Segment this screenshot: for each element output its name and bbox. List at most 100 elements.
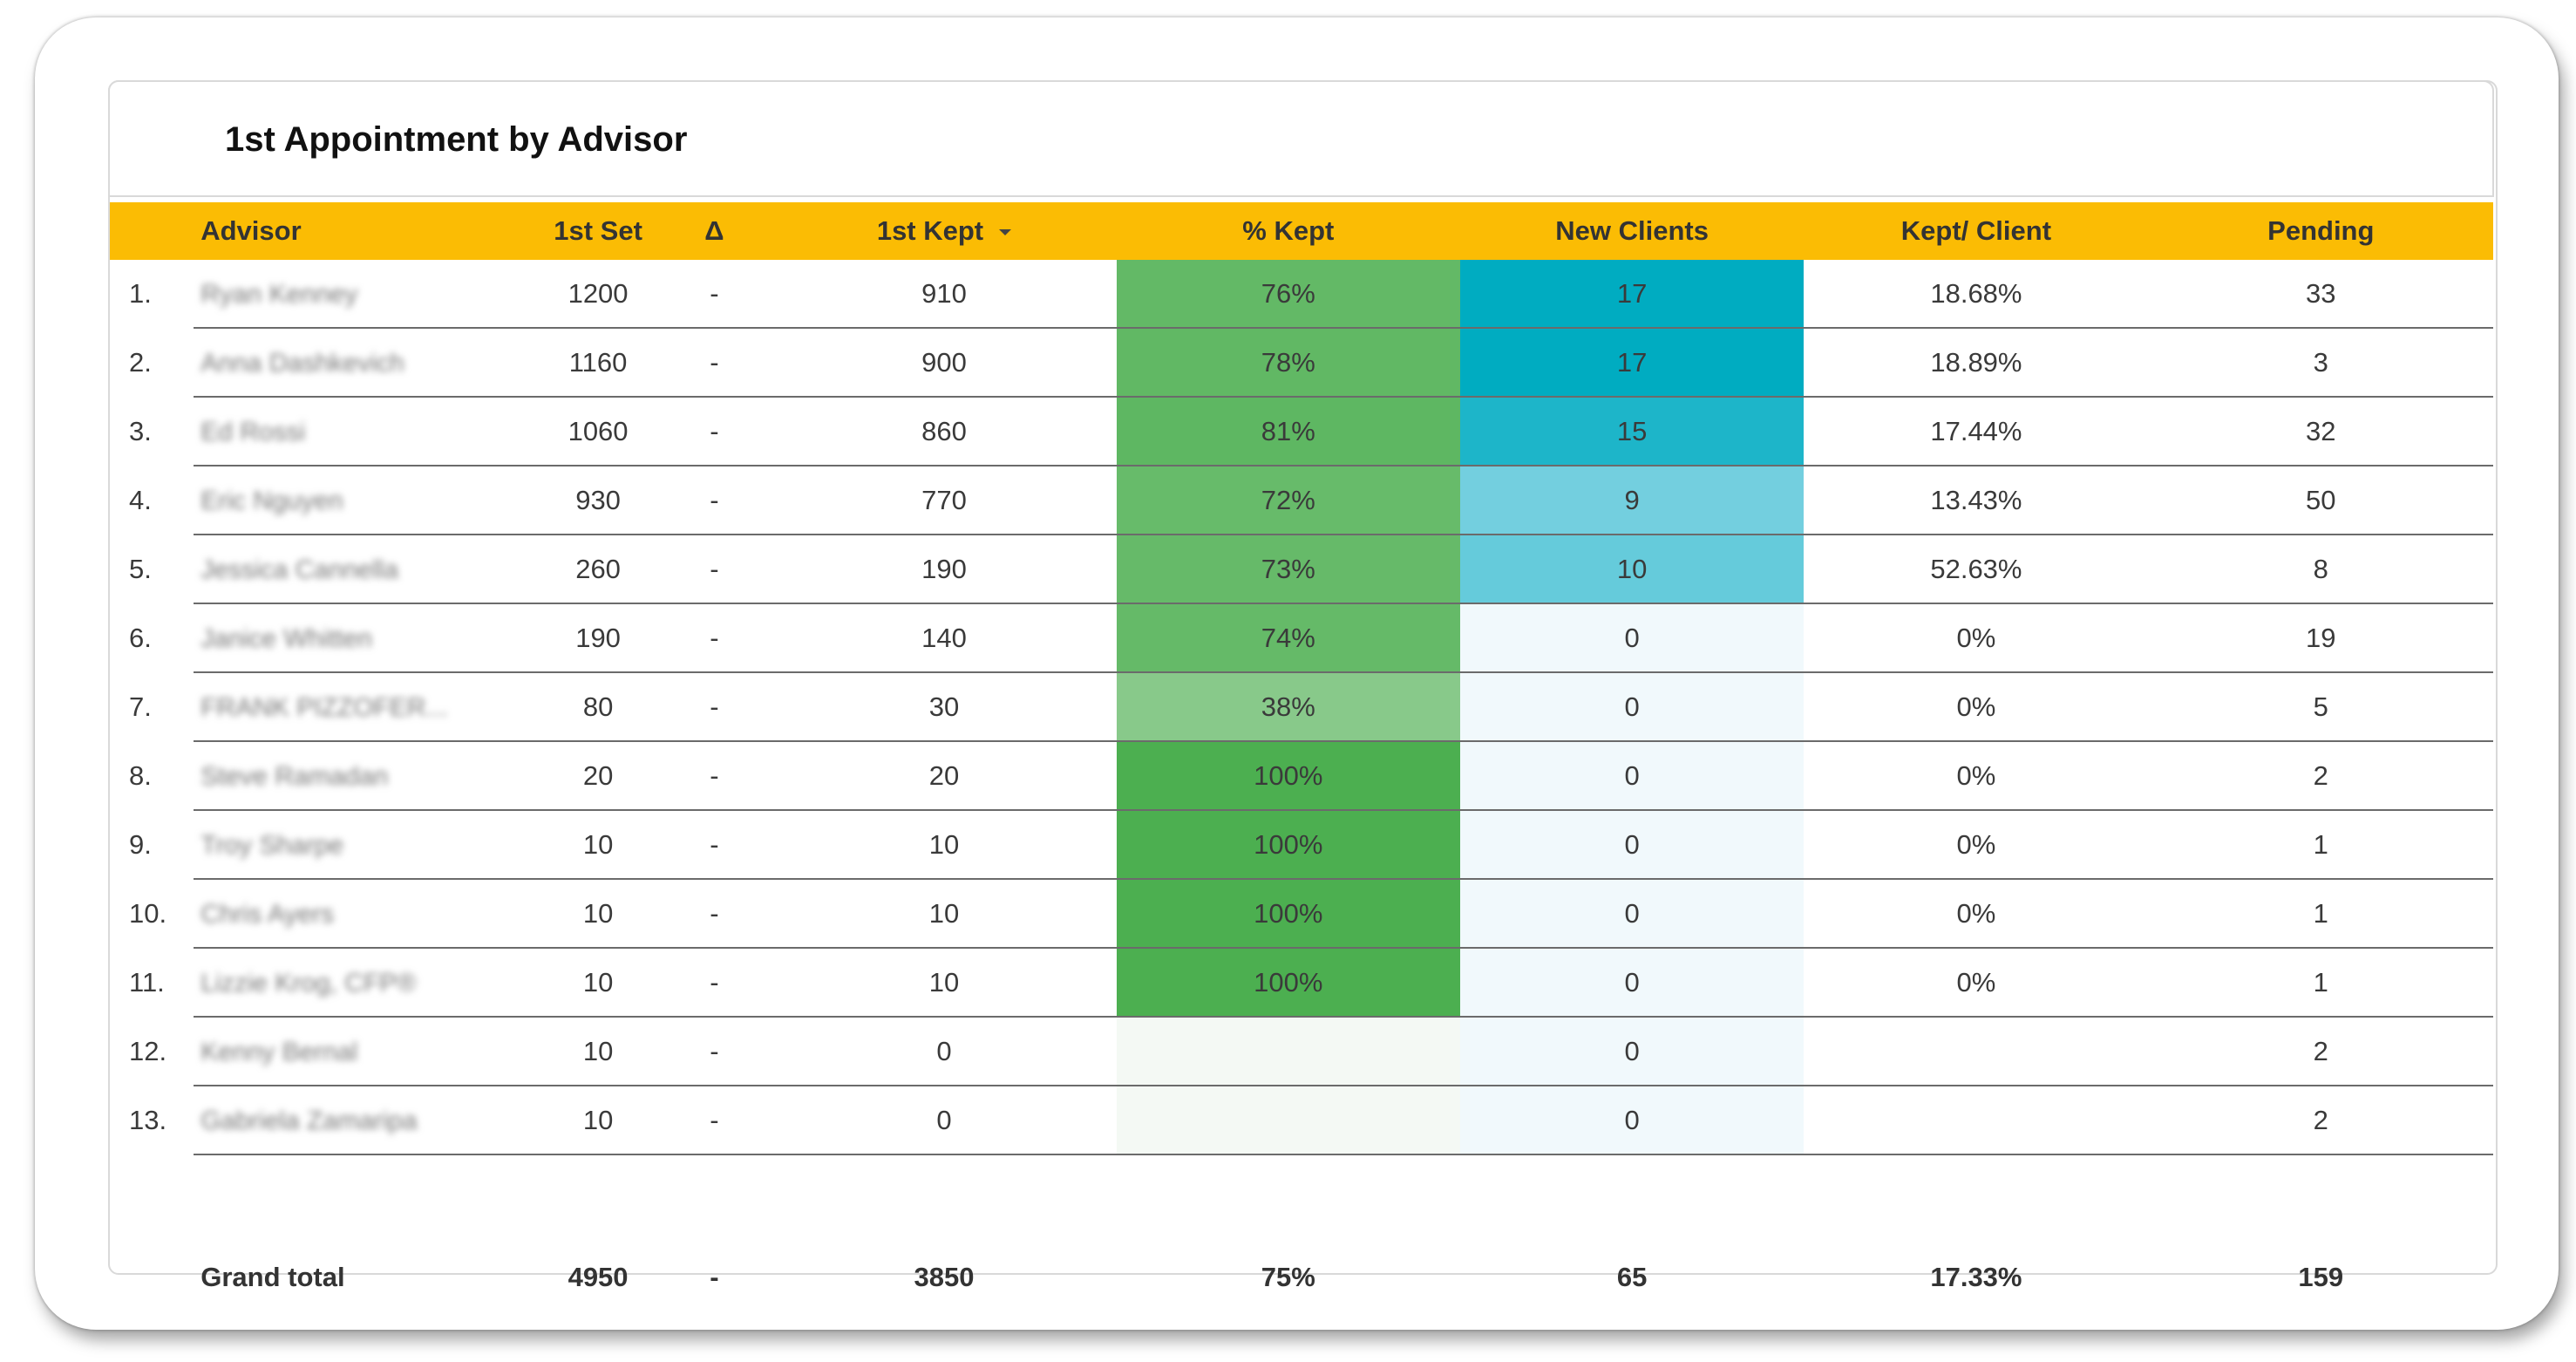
row-index: 7. xyxy=(129,691,152,722)
row-index: 2. xyxy=(129,346,152,378)
pending-cell: 1 xyxy=(2148,879,2493,949)
pending-cell: 33 xyxy=(2148,260,2493,329)
header-first-kept[interactable]: 1st Kept xyxy=(771,202,1117,260)
first-set-cell: 1060 xyxy=(539,397,657,466)
advisor-name-redacted: Eric Nguyen xyxy=(201,486,343,515)
kept-per-client-cell: 0% xyxy=(1804,741,2149,811)
advisor-table: Advisor 1st Set Δ 1st Kept % Kept New Cl… xyxy=(110,202,2493,1316)
new-clients-cell: 0 xyxy=(1459,603,1805,673)
total-pct-kept: 75% xyxy=(1261,1262,1315,1292)
first-set-cell: 10 xyxy=(539,948,657,1018)
kept-per-client-cell: 52.63% xyxy=(1804,535,2149,604)
table-row[interactable]: 5. Jessica Cannella 260-190 73% 10 52.63% 8 xyxy=(110,535,2493,604)
table-row[interactable]: 10. Chris Ayers 10-10 100% 0 0% 1 xyxy=(110,879,2493,949)
pct-kept-cell: 38% xyxy=(1116,672,1460,742)
advisor-name-redacted: Lizzie Krog, CFP® xyxy=(201,968,417,998)
table-row[interactable]: 3. Ed Rossi 1060-860 81% 15 17.44% 32 xyxy=(110,397,2493,466)
new-clients-cell: 0 xyxy=(1459,948,1805,1018)
advisor-name-redacted: FRANK PIZZOFER... xyxy=(201,692,448,722)
kept-per-client-cell: 17.44% xyxy=(1804,397,2149,466)
row-index: 5. xyxy=(129,553,152,584)
delta-cell: - xyxy=(656,397,772,466)
delta-cell: - xyxy=(656,1086,772,1155)
first-kept-cell: 910 xyxy=(771,260,1117,329)
header-first-set[interactable]: 1st Set xyxy=(539,202,657,260)
header-kept-per-client[interactable]: Kept/ Client xyxy=(1804,202,2149,260)
new-clients-cell: 10 xyxy=(1459,535,1805,604)
kept-per-client-cell: 0% xyxy=(1804,879,2149,949)
first-kept-cell: 10 xyxy=(771,810,1117,880)
advisor-name-redacted: Jessica Cannella xyxy=(201,555,399,584)
table-row[interactable]: 12. Kenny Bernal 10-0 0 2 xyxy=(110,1017,2493,1086)
row-index: 6. xyxy=(129,622,152,653)
total-label: Grand total xyxy=(201,1262,345,1292)
kept-per-client-cell: 0% xyxy=(1804,810,2149,880)
table-row[interactable]: 7. FRANK PIZZOFER... 80-30 38% 0 0% 5 xyxy=(110,672,2493,742)
advisor-name-redacted: Steve Ramadan xyxy=(201,761,389,791)
total-delta: - xyxy=(710,1262,719,1292)
first-kept-cell: 10 xyxy=(771,879,1117,949)
row-index: 4. xyxy=(129,484,152,515)
new-clients-cell: 0 xyxy=(1459,672,1805,742)
first-kept-cell: 30 xyxy=(771,672,1117,742)
row-index: 9. xyxy=(129,828,152,860)
pct-kept-cell: 100% xyxy=(1116,948,1460,1018)
pct-kept-cell: 81% xyxy=(1116,397,1460,466)
table-row[interactable]: 11. Lizzie Krog, CFP® 10-10 100% 0 0% 1 xyxy=(110,948,2493,1018)
header-delta[interactable]: Δ xyxy=(656,202,772,260)
index-header xyxy=(110,202,194,260)
kept-per-client-cell: 13.43% xyxy=(1804,466,2149,535)
delta-cell: - xyxy=(656,810,772,880)
header-first-kept-label: 1st Kept xyxy=(876,215,984,246)
row-index: 10. xyxy=(129,897,167,929)
pending-cell: 32 xyxy=(2148,397,2493,466)
table-row[interactable]: 13. Gabriela Zamaripa 10-0 0 2 xyxy=(110,1086,2493,1155)
first-kept-cell: 0 xyxy=(771,1086,1117,1155)
total-first-kept: 3850 xyxy=(914,1262,975,1292)
pct-kept-cell: 100% xyxy=(1116,741,1460,811)
first-set-cell: 10 xyxy=(539,879,657,949)
pct-kept-cell: 73% xyxy=(1116,535,1460,604)
total-index-cell xyxy=(110,1239,194,1316)
pct-kept-cell: 74% xyxy=(1116,603,1460,673)
table-row[interactable]: 2. Anna Dashkevich 1160-900 78% 17 18.89% 3 xyxy=(110,328,2493,398)
advisor-name-redacted: Gabriela Zamaripa xyxy=(201,1106,418,1135)
header-pending[interactable]: Pending xyxy=(2148,202,2493,260)
header-pct-kept[interactable]: % Kept xyxy=(1116,202,1460,260)
pending-cell: 50 xyxy=(2148,466,2493,535)
table-row[interactable]: 6. Janice Whitten 190-140 74% 0 0% 19 xyxy=(110,603,2493,673)
table-row[interactable]: 8. Steve Ramadan 20-20 100% 0 0% 2 xyxy=(110,741,2493,811)
advisor-name: Chris Ayers xyxy=(194,879,540,949)
kept-per-client-cell: 0% xyxy=(1804,603,2149,673)
new-clients-cell: 0 xyxy=(1459,810,1805,880)
pending-cell: 1 xyxy=(2148,948,2493,1018)
new-clients-cell: 17 xyxy=(1459,260,1805,329)
first-set-cell: 1200 xyxy=(539,260,657,329)
page-title: 1st Appointment by Advisor xyxy=(225,120,688,159)
advisor-name-redacted: Troy Sharpe xyxy=(201,830,344,860)
header-advisor[interactable]: Advisor xyxy=(194,202,540,260)
first-kept-cell: 140 xyxy=(771,603,1117,673)
table-row[interactable]: 1. Ryan Kenney 1200-910 76% 17 18.68% 33 xyxy=(110,260,2493,329)
delta-cell: - xyxy=(656,603,772,673)
table-row[interactable]: 9. Troy Sharpe 10-10 100% 0 0% 1 xyxy=(110,810,2493,880)
row-index: 8. xyxy=(129,759,152,791)
new-clients-cell: 0 xyxy=(1459,741,1805,811)
new-clients-cell: 15 xyxy=(1459,397,1805,466)
pending-cell: 5 xyxy=(2148,672,2493,742)
advisor-name: FRANK PIZZOFER... xyxy=(194,672,540,742)
first-kept-cell: 900 xyxy=(771,328,1117,398)
delta-cell: - xyxy=(656,535,772,604)
table-row[interactable]: 4. Eric Nguyen 930-770 72% 9 13.43% 50 xyxy=(110,466,2493,535)
sort-desc-icon[interactable] xyxy=(999,229,1012,236)
first-kept-cell: 190 xyxy=(771,535,1117,604)
first-kept-cell: 860 xyxy=(771,397,1117,466)
header-new-clients[interactable]: New Clients xyxy=(1459,202,1805,260)
pending-cell: 2 xyxy=(2148,1086,2493,1155)
pct-kept-cell xyxy=(1116,1017,1460,1086)
pending-cell: 19 xyxy=(2148,603,2493,673)
total-first-set: 4950 xyxy=(568,1262,629,1292)
grand-total-row: Grand total 4950 - 3850 75% 65 17.33% 15… xyxy=(110,1239,2493,1316)
new-clients-cell: 0 xyxy=(1459,879,1805,949)
pending-cell: 2 xyxy=(2148,1017,2493,1086)
